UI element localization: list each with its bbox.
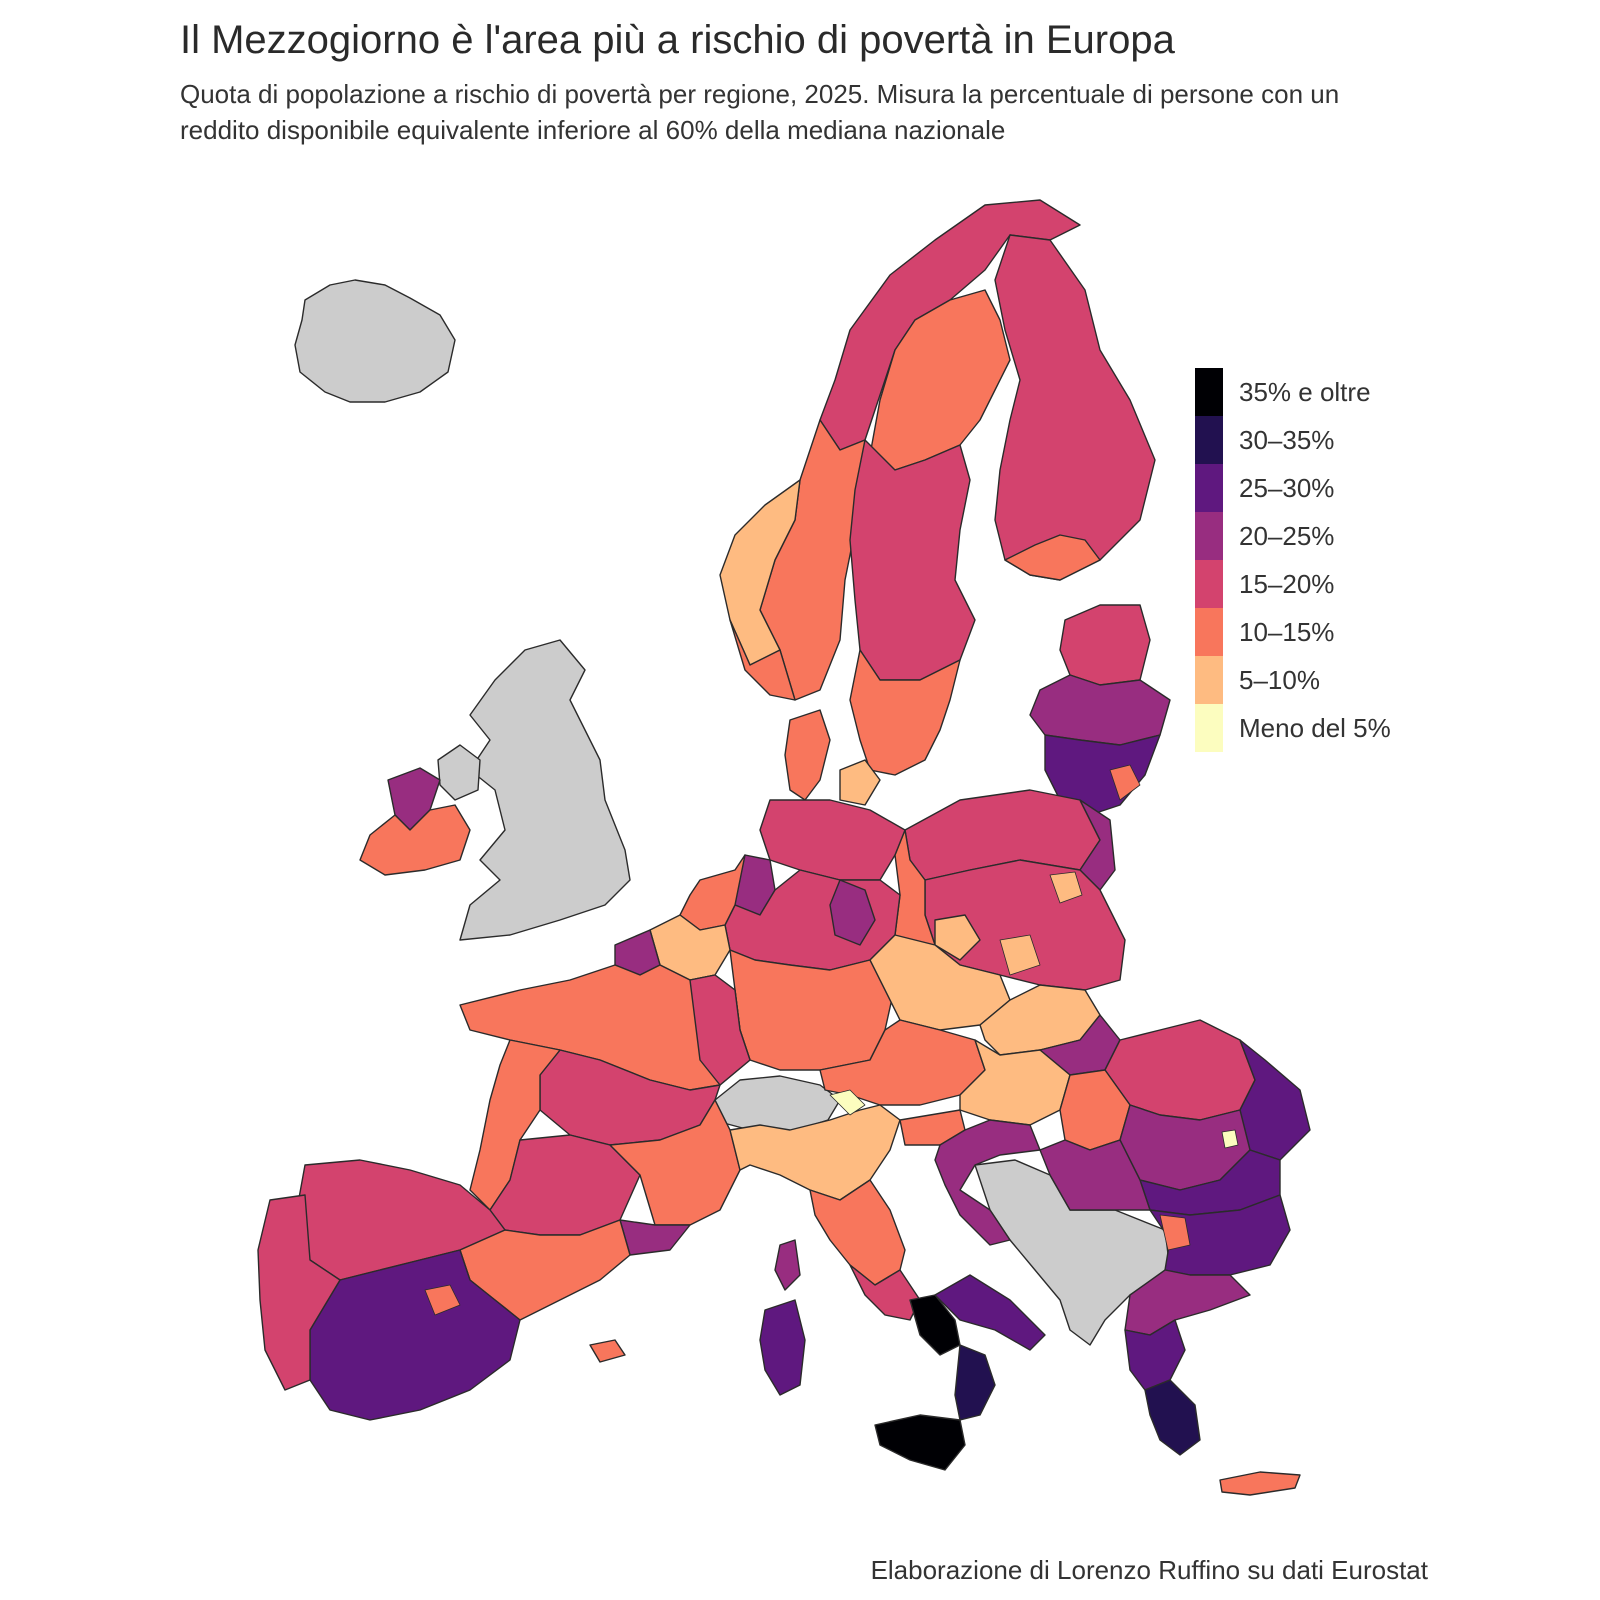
map-title: Il Mezzogiorno è l'area più a rischio di…	[180, 18, 1175, 62]
italy-alpine-region	[829, 1089, 866, 1116]
spain-center-region	[309, 1249, 521, 1421]
norway-south-region	[729, 619, 796, 701]
france-south-region	[619, 1219, 691, 1256]
legend-swatch	[1195, 512, 1223, 560]
crete-region	[1219, 1471, 1301, 1496]
apulia-region	[934, 1274, 1046, 1351]
croatia-region	[934, 1119, 1041, 1246]
iceland-region	[294, 279, 456, 403]
ireland-east-region	[359, 804, 471, 876]
legend-item: 5–10%	[1195, 656, 1391, 704]
legend-label: 20–25%	[1239, 520, 1335, 551]
lithuania-capital-region	[1109, 764, 1141, 801]
germany-south-region	[729, 949, 896, 1071]
legend-swatch	[1195, 560, 1223, 608]
legend-label: 15–20%	[1239, 568, 1335, 599]
greece-center-region	[1124, 1319, 1186, 1391]
legend-swatch	[1195, 704, 1223, 752]
italy-north-region	[729, 1104, 901, 1201]
legend-item: 35% e oltre	[1195, 368, 1391, 416]
legend-swatch	[1195, 464, 1223, 512]
greece-south-region	[1144, 1379, 1201, 1456]
map-subtitle: Quota di popolazione a rischio di povert…	[180, 79, 1340, 145]
germany-north-region	[759, 799, 906, 881]
switzerland-region	[714, 1075, 841, 1133]
legend-item: 15–20%	[1195, 560, 1391, 608]
estonia-region	[1059, 604, 1151, 686]
legend-item: 30–35%	[1195, 416, 1391, 464]
legend-swatch	[1195, 608, 1223, 656]
krakow-region	[999, 934, 1041, 976]
corsica-region	[774, 1239, 801, 1291]
legend-swatch	[1195, 656, 1223, 704]
legend-label: 30–35%	[1239, 424, 1335, 455]
latvia-region	[1029, 674, 1171, 746]
legend-item: 25–30%	[1195, 464, 1391, 512]
italy-center-region	[809, 1179, 906, 1286]
legend-item: Meno del 5%	[1195, 704, 1391, 752]
france-northeast-region	[689, 974, 751, 1086]
legend-item: 10–15%	[1195, 608, 1391, 656]
bulgaria-region	[1149, 1194, 1291, 1276]
warsaw-region	[1049, 871, 1083, 904]
balearic-region	[589, 1339, 626, 1363]
source-caption: Elaborazione di Lorenzo Ruffino su dati …	[870, 1555, 1428, 1585]
sicily-region	[874, 1414, 966, 1471]
serbia-region	[1039, 1139, 1151, 1211]
finland-region	[994, 234, 1156, 581]
legend-label: 25–30%	[1239, 472, 1335, 503]
bucharest-region	[1221, 1129, 1239, 1149]
northern-ireland-region	[437, 744, 481, 801]
legend-swatch	[1195, 416, 1223, 464]
portugal-region	[257, 1194, 341, 1391]
sofia-region	[1159, 1214, 1191, 1251]
map-legend: 35% e oltre 30–35% 25–30% 20–25% 15–20% …	[1195, 368, 1391, 752]
legend-label: 10–15%	[1239, 616, 1335, 647]
romania-northeast-region	[1239, 1039, 1311, 1161]
great-britain-region	[459, 639, 631, 941]
calabria-region	[954, 1344, 996, 1421]
poland-southwest-region	[934, 914, 981, 961]
legend-label: 5–10%	[1239, 664, 1320, 695]
sweden-south-region	[849, 649, 961, 776]
legend-label: Meno del 5%	[1239, 712, 1391, 743]
sardinia-region	[759, 1299, 806, 1396]
legend-swatch	[1195, 368, 1223, 416]
finland-south-region	[1004, 534, 1101, 581]
denmark-islands-region	[839, 759, 881, 806]
madrid-region	[424, 1284, 461, 1316]
sweden-central-region	[849, 439, 976, 681]
legend-item: 20–25%	[1195, 512, 1391, 560]
legend-label: 35% e oltre	[1239, 376, 1371, 407]
denmark-jutland-region	[784, 709, 831, 801]
germany-east-region	[829, 879, 876, 946]
